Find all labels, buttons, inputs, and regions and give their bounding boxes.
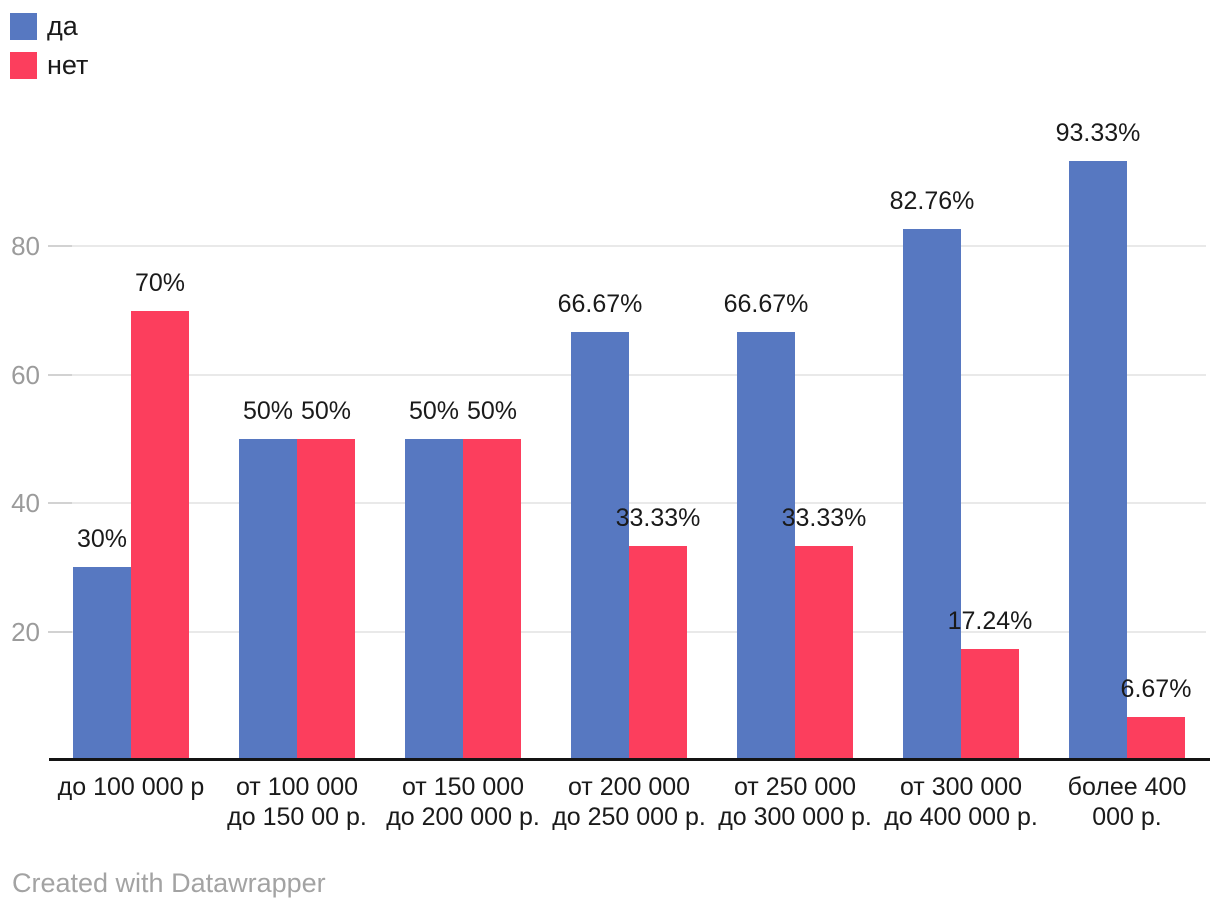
bar-value-label: 50%	[300, 397, 352, 425]
bar-value-label: 70%	[134, 269, 186, 297]
bar-value-label: 33.33%	[615, 504, 701, 532]
legend-item-net: нет	[10, 52, 88, 79]
bar-нет	[795, 546, 853, 760]
bar-value-label: 30%	[76, 525, 128, 553]
bar-value-label: 50%	[242, 397, 294, 425]
attribution: Created with Datawrapper	[12, 868, 326, 898]
bar-нет	[297, 439, 355, 760]
bar-да	[239, 439, 297, 760]
y-tick-mark	[48, 631, 72, 633]
bar-нет	[131, 311, 189, 760]
bar-да	[737, 332, 795, 760]
bar-value-label: 82.76%	[889, 187, 975, 215]
bar-value-label: 66.67%	[723, 290, 809, 318]
bar-да	[73, 567, 131, 760]
bar-value-label: 50%	[466, 397, 518, 425]
legend-item-da: да	[10, 13, 88, 40]
bar-да	[405, 439, 463, 760]
x-category-label: от 250 000 до 300 000 р.	[718, 773, 872, 831]
bar-value-label: 50%	[408, 397, 460, 425]
x-axis-line	[49, 758, 1210, 761]
y-tick-label: 80	[11, 231, 40, 261]
bar-value-label: 6.67%	[1120, 675, 1192, 703]
bar-нет	[463, 439, 521, 760]
bar-нет	[629, 546, 687, 760]
x-category-label: от 300 000 до 400 000 р.	[884, 773, 1038, 831]
legend-swatch-net-icon	[10, 52, 37, 79]
y-tick-label: 20	[11, 617, 40, 647]
bar-да	[903, 229, 961, 760]
x-category-label: от 100 000 до 150 00 р.	[227, 773, 367, 831]
y-tick-mark	[48, 245, 72, 247]
bar-value-label: 17.24%	[947, 607, 1033, 635]
x-category-label: от 150 000 до 200 000 р.	[386, 773, 540, 831]
chart-legend: да нет	[10, 13, 88, 91]
y-tick-mark	[48, 502, 72, 504]
bar-value-label: 93.33%	[1055, 119, 1141, 147]
bar-value-label: 66.67%	[557, 290, 643, 318]
y-tick-label: 60	[11, 360, 40, 390]
legend-swatch-da-icon	[10, 13, 37, 40]
legend-label-net: нет	[47, 50, 89, 80]
bar-да	[1069, 161, 1127, 760]
gridline	[48, 245, 1206, 247]
x-category-label: от 200 000 до 250 000 р.	[552, 773, 706, 831]
bar-да	[571, 332, 629, 760]
bar-нет	[961, 649, 1019, 760]
y-tick-label: 40	[11, 488, 40, 518]
x-category-label: до 100 000 р	[57, 773, 205, 801]
bar-нет	[1127, 717, 1185, 760]
bar-value-label: 33.33%	[781, 504, 867, 532]
x-category-label: более 400 000 р.	[1067, 773, 1187, 831]
legend-label-da: да	[47, 11, 78, 41]
y-tick-mark	[48, 374, 72, 376]
